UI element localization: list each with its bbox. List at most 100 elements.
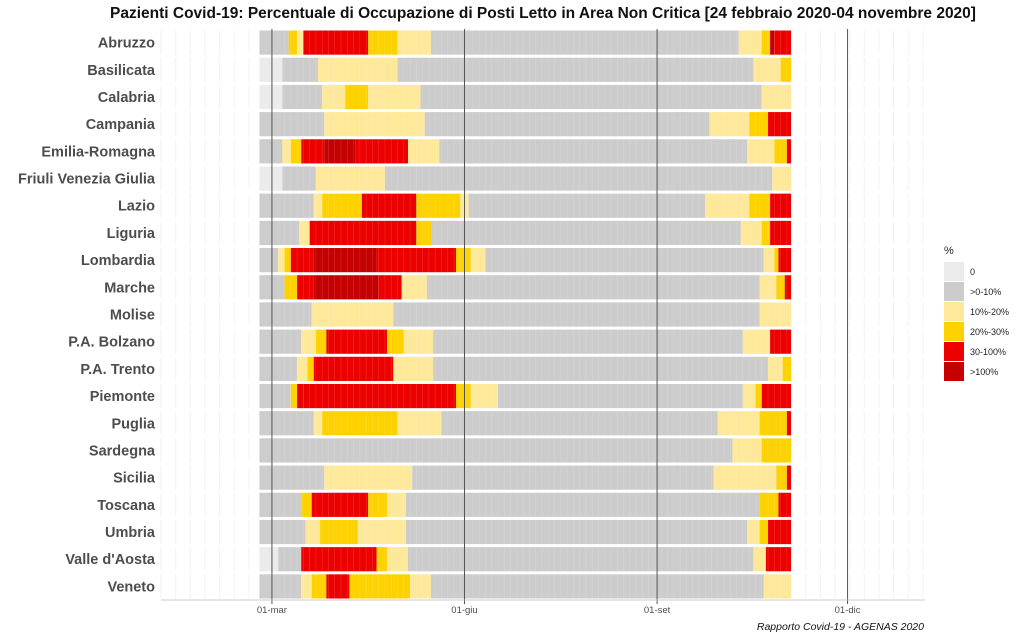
legend-swatch bbox=[944, 282, 964, 301]
region-label: Calabria bbox=[98, 90, 156, 106]
region-label: Valle d'Aosta bbox=[65, 552, 156, 568]
heat-row bbox=[160, 329, 924, 354]
legend-swatch bbox=[944, 302, 964, 321]
heat-cell bbox=[387, 492, 406, 517]
heat-cell bbox=[313, 248, 377, 273]
heat-cell bbox=[761, 383, 792, 409]
heat-row bbox=[160, 438, 924, 463]
heat-cell bbox=[343, 465, 413, 490]
heat-cell bbox=[759, 275, 777, 300]
heat-cell bbox=[763, 574, 792, 599]
heat-cell bbox=[761, 438, 792, 463]
region-label: P.A. Trento bbox=[80, 362, 155, 378]
heat-cell bbox=[259, 492, 302, 517]
heat-cell bbox=[301, 329, 316, 354]
heat-cell bbox=[786, 139, 792, 164]
heat-cell bbox=[357, 519, 406, 545]
heat-cell bbox=[407, 547, 754, 572]
heat-cell bbox=[378, 275, 402, 300]
heat-cell bbox=[313, 193, 323, 218]
heat-cell bbox=[405, 519, 748, 545]
heat-cell bbox=[368, 30, 398, 55]
heat-cell bbox=[770, 193, 792, 218]
heat-cell bbox=[311, 302, 394, 327]
heat-cell bbox=[456, 383, 471, 409]
heat-cell bbox=[284, 248, 291, 273]
heat-cell bbox=[259, 166, 283, 191]
heat-cell bbox=[259, 329, 302, 354]
heat-cell bbox=[361, 193, 417, 218]
heat-cell bbox=[747, 519, 760, 545]
heat-cell bbox=[259, 248, 279, 273]
heat-cell bbox=[259, 57, 283, 82]
heat-cell bbox=[313, 356, 394, 381]
heat-cell bbox=[768, 356, 783, 381]
heat-cell bbox=[431, 220, 741, 246]
x-tick-label: 01-set bbox=[644, 605, 671, 616]
region-label: Emilia-Romagna bbox=[41, 144, 156, 160]
heat-cell bbox=[416, 193, 461, 218]
region-label: Liguria bbox=[107, 226, 156, 242]
heat-cell bbox=[301, 547, 310, 572]
heat-cell bbox=[397, 30, 432, 55]
heat-cell bbox=[778, 492, 792, 517]
heat-row bbox=[160, 112, 924, 137]
heat-cell bbox=[713, 465, 777, 490]
heat-cell bbox=[433, 329, 743, 354]
heat-cell bbox=[259, 547, 279, 572]
heat-cell bbox=[759, 519, 769, 545]
heat-cell bbox=[765, 547, 792, 572]
region-label: Veneto bbox=[107, 579, 155, 595]
heat-row bbox=[160, 383, 924, 409]
heat-cells bbox=[160, 30, 924, 599]
region-label: Toscana bbox=[97, 498, 156, 514]
heat-row bbox=[160, 302, 924, 327]
heat-cell bbox=[259, 519, 306, 545]
heat-cell bbox=[397, 411, 442, 436]
heat-cell bbox=[433, 356, 769, 381]
heat-cell bbox=[709, 112, 750, 137]
heat-cell bbox=[431, 30, 739, 55]
heat-cell bbox=[313, 411, 323, 436]
heat-cell bbox=[387, 547, 408, 572]
heat-cell bbox=[441, 411, 718, 436]
heat-row bbox=[160, 193, 924, 218]
region-label: P.A. Bolzano bbox=[68, 335, 155, 351]
heat-cell bbox=[759, 302, 792, 327]
heat-cell bbox=[778, 248, 792, 273]
heat-cell bbox=[738, 30, 762, 55]
region-label: Abruzzo bbox=[98, 36, 155, 52]
heat-cell bbox=[301, 139, 325, 164]
chart-caption: Rapporto Covid-19 - AGENAS 2020 bbox=[757, 621, 924, 633]
heat-cell bbox=[311, 492, 369, 517]
heat-cell bbox=[368, 492, 388, 517]
heat-cell bbox=[322, 84, 346, 110]
heat-cell bbox=[282, 166, 316, 191]
heat-cell bbox=[313, 275, 379, 300]
heat-cell bbox=[732, 438, 762, 463]
heat-cell bbox=[259, 139, 283, 164]
heat-row bbox=[160, 411, 924, 436]
month-gridlines bbox=[271, 29, 849, 600]
x-tick-label: 01-mar bbox=[257, 605, 287, 616]
heat-row bbox=[160, 465, 924, 490]
legend-swatch bbox=[944, 322, 964, 341]
heat-cell bbox=[290, 248, 314, 273]
legend-title: % bbox=[944, 245, 954, 257]
heat-cell bbox=[401, 275, 427, 300]
heat-cell bbox=[259, 220, 300, 246]
heat-cell bbox=[470, 248, 486, 273]
heat-cell bbox=[324, 139, 356, 164]
heat-cell bbox=[345, 84, 369, 110]
chart-title: Pazienti Covid-19: Percentuale di Occupa… bbox=[110, 5, 976, 22]
heat-cell bbox=[749, 193, 771, 218]
region-labels: Abruzzo Basilicata Calabria Campania Emilia-… bbox=[18, 36, 156, 596]
heat-cell bbox=[307, 356, 314, 381]
heat-row bbox=[160, 220, 924, 246]
heat-cell bbox=[774, 30, 792, 55]
heat-cell bbox=[742, 383, 756, 409]
heat-cell bbox=[768, 112, 792, 137]
heat-row bbox=[160, 519, 924, 545]
heat-cell bbox=[768, 519, 792, 545]
heat-cell bbox=[456, 248, 471, 273]
